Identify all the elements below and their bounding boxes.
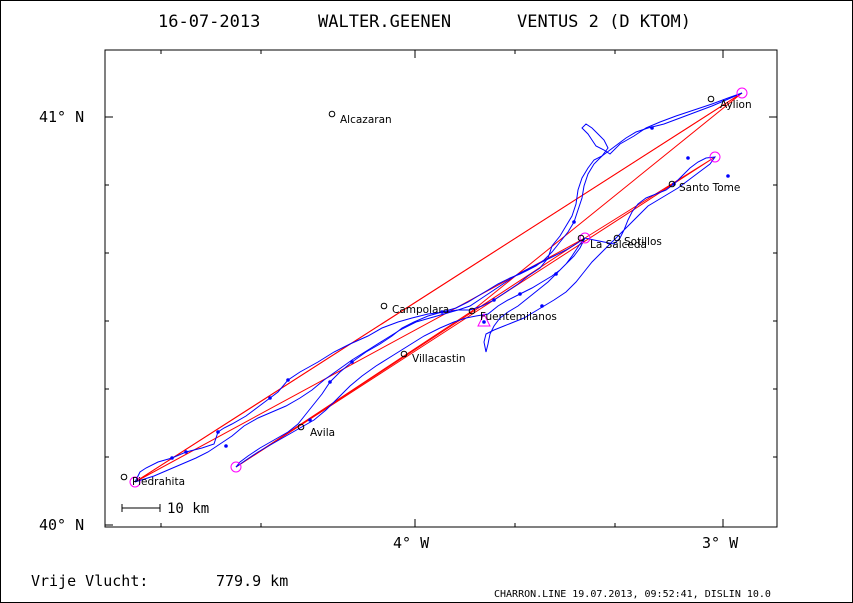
track-segment-4	[134, 237, 586, 483]
turnpoint-santo-tome	[709, 151, 721, 163]
task-leg-3	[235, 237, 586, 468]
turnpoint-aylion	[736, 87, 748, 99]
credit-line: CHARRON.LINE 19.07.2013, 09:52:41, DISLI…	[494, 589, 771, 600]
turnpoint-la-salceda	[579, 232, 591, 244]
place-markers	[120, 95, 715, 481]
axis-ticks	[105, 50, 777, 527]
place-fuentemilanos: Fuentemilanos	[480, 311, 557, 323]
track-segment-1	[134, 92, 743, 483]
lat-label-40: 40° N	[39, 516, 84, 534]
place-campolara: Campolara	[392, 304, 449, 316]
distance-value: 779.9 km	[216, 572, 288, 590]
turnpoint-start	[129, 476, 141, 488]
place-sotillos: Sotillos	[624, 236, 662, 248]
turnpoints	[129, 87, 748, 488]
place-alcazaran: Alcazaran	[340, 114, 392, 126]
scale-bar-label: 10 km	[167, 501, 209, 517]
place-la-salceda: La Salceda	[590, 239, 647, 251]
place-villacastin: Villacastin	[412, 353, 466, 365]
track-segment-2	[235, 92, 743, 468]
place-santo-tome: Santo Tome	[679, 182, 740, 194]
lat-label-41: 41° N	[39, 108, 84, 126]
lon-label-4w: 4° W	[393, 534, 430, 552]
track-fixes	[170, 126, 730, 460]
start-triangle	[477, 312, 491, 327]
title-glider: VENTUS 2 (D KTOM)	[517, 12, 691, 32]
distance-label: Vrije Vlucht:	[31, 572, 148, 590]
plot-frame	[104, 49, 778, 528]
flight-track	[134, 92, 743, 483]
turnpoint-avila	[230, 461, 242, 473]
place-aylion: Aylion	[720, 99, 752, 111]
task-lines	[134, 92, 743, 483]
task-leg-2	[134, 92, 743, 483]
title-pilot: WALTER.GEENEN	[318, 12, 451, 32]
place-avila: Avila	[310, 427, 335, 439]
scale-bar	[121, 504, 161, 512]
lon-label-3w: 3° W	[702, 534, 739, 552]
track-segment-3	[235, 156, 717, 468]
title-date: 16-07-2013	[158, 12, 260, 32]
place-piedrahita: Piedrahita	[132, 476, 185, 488]
